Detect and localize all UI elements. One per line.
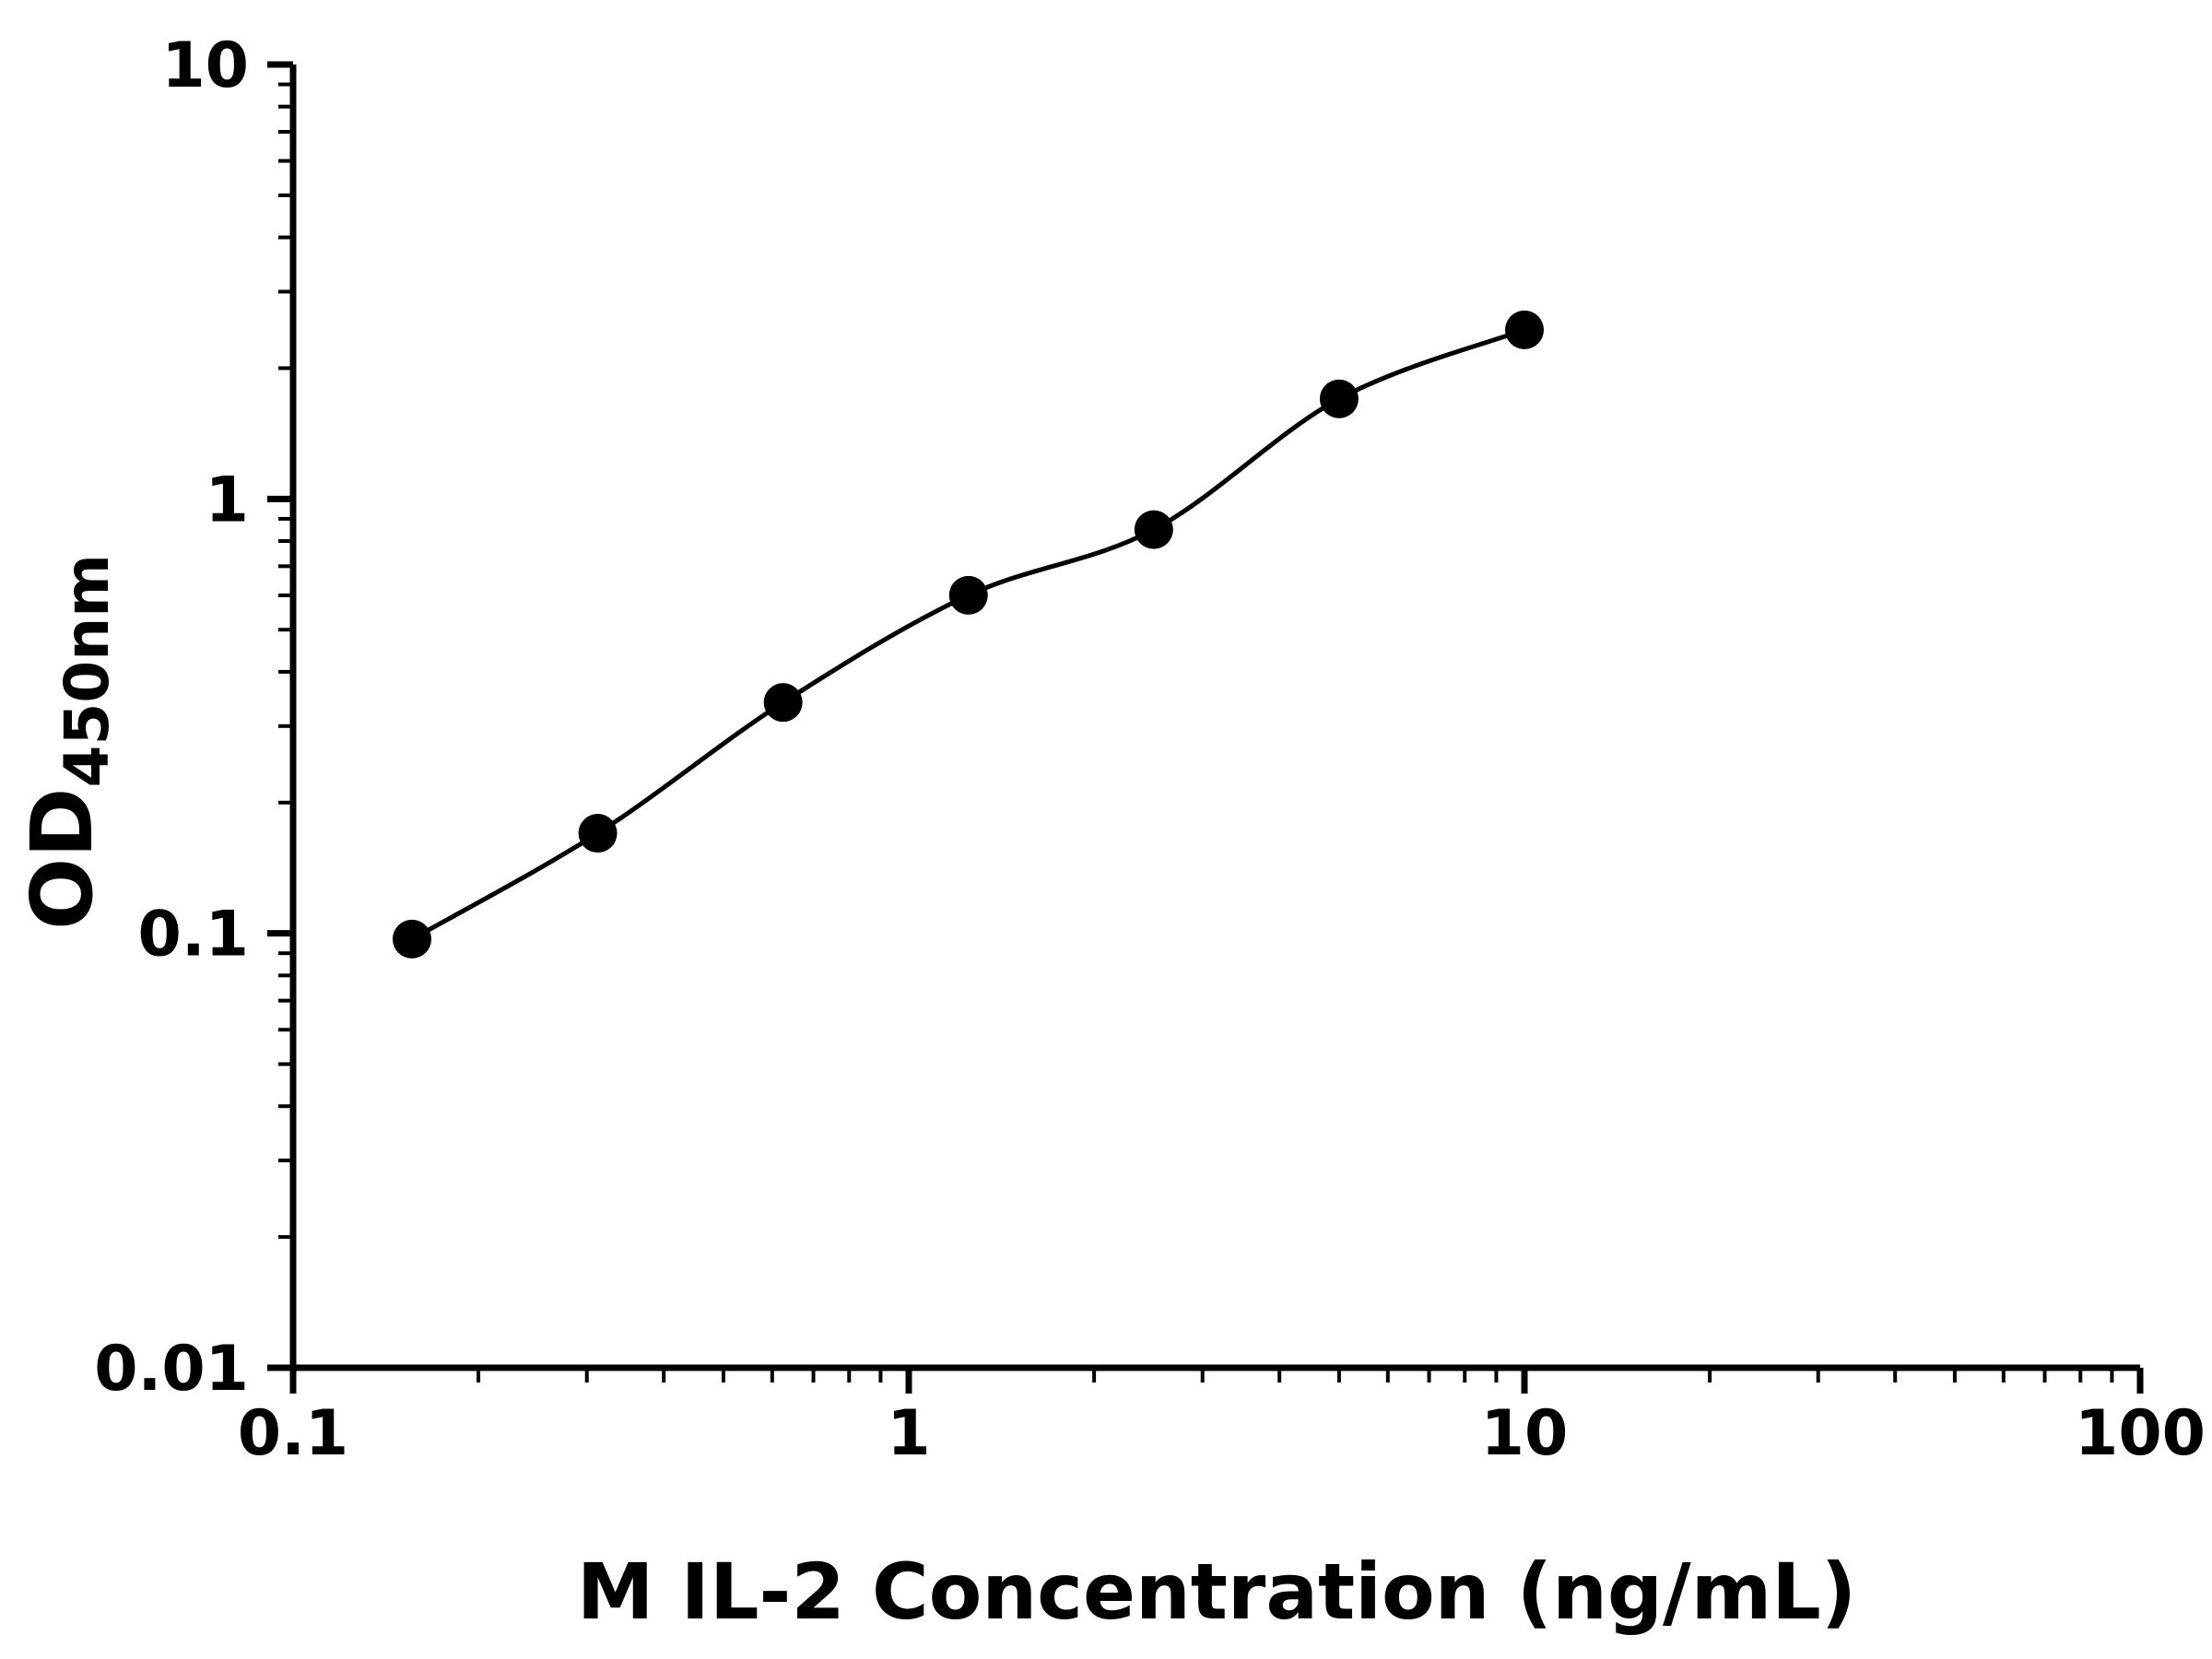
x-tick-label: 1: [887, 1397, 930, 1470]
data-point: [763, 683, 803, 723]
x-axis-title: M IL-2 Concentration (ng/mL): [576, 1547, 1857, 1637]
data-point: [948, 575, 988, 615]
x-tick-label: 10: [1481, 1397, 1569, 1470]
y-tick-label: 10: [161, 29, 249, 102]
axis-frame: [289, 65, 2140, 1371]
data-point: [1134, 510, 1173, 549]
y-tick-label: 1: [206, 464, 249, 536]
y-tick-label: 0.01: [94, 1333, 249, 1406]
y-axis-title-main: OD: [13, 787, 112, 931]
x-tick-label: 100: [2075, 1397, 2206, 1470]
y-axis-title-subscript: 450nm: [52, 553, 123, 788]
y-axis-title: OD450nm: [13, 554, 123, 930]
data-point: [578, 814, 618, 853]
data-point: [393, 919, 432, 959]
y-tick-label: 0.1: [138, 899, 249, 971]
fit-curve: [410, 327, 1525, 942]
data-point: [1319, 379, 1359, 418]
x-tick-label: 0.1: [238, 1397, 348, 1470]
data-point: [1505, 310, 1544, 349]
